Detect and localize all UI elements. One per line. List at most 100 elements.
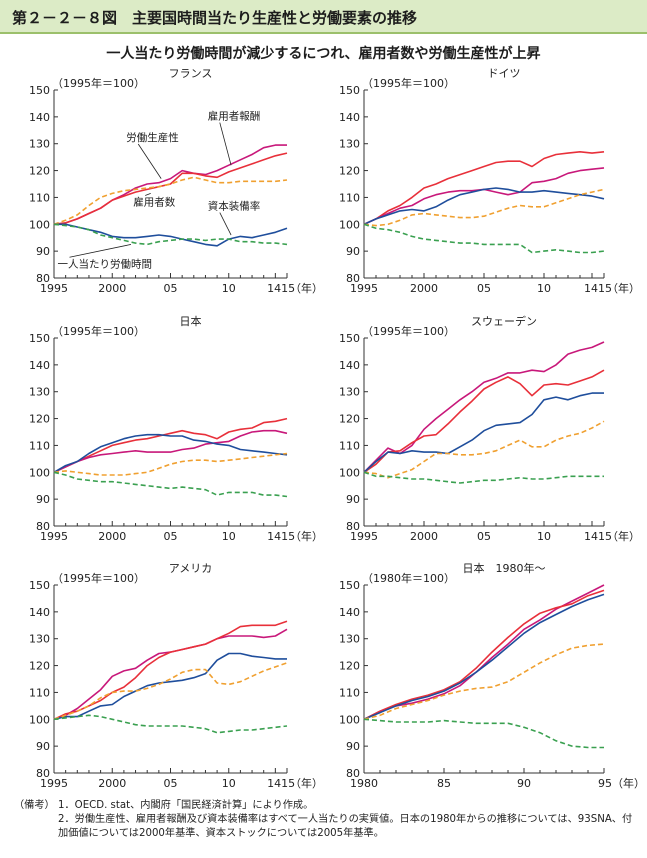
y-tick-label: 110 xyxy=(29,686,50,699)
x-tick-label: 2000 xyxy=(98,777,126,790)
x-tick-label: 1980 xyxy=(350,777,378,790)
series-capital_ratio xyxy=(54,223,288,247)
y-tick-label: 100 xyxy=(339,466,360,479)
y-tick-label: 110 xyxy=(339,686,360,699)
chart-japan: 日本 （1995年＝100） 80 90 100 110 120 130 140 150 1995 2… xyxy=(29,314,323,543)
series-hours xyxy=(53,223,288,246)
x-tick-label: 05 xyxy=(164,530,178,543)
unit-label: （1995年＝100） xyxy=(362,76,455,90)
x-tick-label: 2000 xyxy=(410,530,438,543)
y-tick-label: 120 xyxy=(29,660,50,673)
y-tick-label: 80 xyxy=(36,520,50,533)
y-tick-label: 130 xyxy=(29,633,50,646)
annotation-arrow xyxy=(69,244,131,258)
unit-label: （1980年＝100） xyxy=(362,571,455,585)
annotation-label: 資本装備率 xyxy=(208,200,261,213)
series-labor_productivity xyxy=(363,589,605,721)
series-compensation xyxy=(363,341,605,473)
y-tick-label: 130 xyxy=(29,138,50,151)
y-tick-label: 150 xyxy=(29,332,50,345)
annotation-label: 雇用者報酬 xyxy=(208,110,261,123)
x-tick-label: 1995 xyxy=(350,282,378,295)
x-tick-label: 05 xyxy=(477,282,491,295)
series-employees xyxy=(363,188,605,227)
series-capital_ratio xyxy=(53,433,288,473)
series-hours xyxy=(53,714,288,734)
y-tick-label: 140 xyxy=(29,606,50,619)
series-employees xyxy=(53,662,288,721)
x-tick-label: 1995 xyxy=(40,530,68,543)
annotation-arrow xyxy=(137,143,162,179)
y-tick-label: 100 xyxy=(339,218,360,231)
y-tick-label: 90 xyxy=(346,740,360,753)
series-employees xyxy=(363,643,605,721)
y-tick-label: 100 xyxy=(29,218,50,231)
y-tick-label: 150 xyxy=(29,84,50,97)
series-labor_productivity xyxy=(53,152,288,226)
x-tick-label: 1415 xyxy=(267,777,295,790)
annotation-arrow xyxy=(219,212,232,236)
chart-title: 日本 xyxy=(180,314,202,328)
y-tick-label: 90 xyxy=(346,245,360,258)
chart-title: アメリカ xyxy=(169,562,212,575)
y-tick-label: 130 xyxy=(339,633,360,646)
x-tick-label: （年） xyxy=(290,281,323,295)
annotation-label: 労働生産性 xyxy=(126,131,179,144)
annotation-label: 雇用者数 xyxy=(133,195,175,208)
x-tick-label: 10 xyxy=(222,530,236,543)
x-tick-label: 1415 xyxy=(267,282,295,295)
note-text-2: 2．労働生産性、雇用者報酬及び資本装備率はすべて一人当たりの実質値。日本の198… xyxy=(58,814,633,839)
y-tick-label: 140 xyxy=(339,111,360,124)
chart-japan1980: 日本 1980年～ （1980年＝100） 80 90 100 110 120 130 140 1… xyxy=(339,561,645,790)
unit-label: （1995年＝100） xyxy=(52,324,145,338)
x-tick-label: 05 xyxy=(164,282,178,295)
chart-title: 日本 1980年～ xyxy=(463,561,546,575)
notes-label: （備考） xyxy=(14,800,55,811)
x-tick-label: 2000 xyxy=(98,282,126,295)
series-hours xyxy=(363,718,604,749)
x-tick-label: 95（年） xyxy=(598,776,645,790)
y-tick-label: 150 xyxy=(29,579,50,592)
y-tick-label: 120 xyxy=(29,413,50,426)
x-tick-label: 2000 xyxy=(410,282,438,295)
chart-france: フランス （1995年＝100） 80 90 100 110 120 130 140 150 199… xyxy=(29,67,323,295)
y-tick-label: 140 xyxy=(339,606,360,619)
series-capital_ratio xyxy=(53,652,287,721)
x-tick-label: （年） xyxy=(607,529,640,543)
x-tick-label: （年） xyxy=(290,776,323,790)
annotation-arrow xyxy=(145,193,151,196)
y-tick-label: 90 xyxy=(36,245,50,258)
x-tick-label: 10 xyxy=(537,282,551,295)
y-tick-label: 90 xyxy=(346,493,360,506)
y-tick-label: 110 xyxy=(339,191,360,204)
x-tick-label: 10 xyxy=(537,530,551,543)
x-tick-label: 85 xyxy=(437,777,451,790)
x-tick-label: 1415 xyxy=(584,282,612,295)
chart-germany: ドイツ （1995年＝100） 80 90 100 110 120 130 140 150 1995… xyxy=(339,67,640,295)
series-employees xyxy=(363,420,605,479)
x-tick-label: 05 xyxy=(164,777,178,790)
series-capital_ratio xyxy=(363,392,604,473)
note-text-1: 1．OECD. stat、内閣府「国民経済計算」により作成。 xyxy=(58,800,314,811)
y-tick-label: 80 xyxy=(36,767,50,780)
y-tick-label: 130 xyxy=(339,386,360,399)
figure-title: 第２－２－８図 主要国時間当たり生産性と労働要素の推移 xyxy=(12,9,418,27)
series-hours xyxy=(363,223,605,254)
y-tick-label: 80 xyxy=(346,272,360,285)
series-capital_ratio xyxy=(363,187,605,226)
figure-title-bar: 第２－２－８図 主要国時間当たり生産性と労働要素の推移 xyxy=(0,0,647,34)
note-item-2: 2．労働生産性、雇用者報酬及び資本装備率はすべて一人当たりの実質値。日本の198… xyxy=(14,813,639,841)
notes: （備考） 1．OECD. stat、内閣府「国民経済計算」により作成。 2．労働… xyxy=(14,799,639,841)
y-tick-label: 100 xyxy=(29,466,50,479)
note-item-1: （備考） 1．OECD. stat、内閣府「国民経済計算」により作成。 xyxy=(14,799,639,813)
chart-title: フランス xyxy=(169,67,213,80)
y-tick-label: 150 xyxy=(339,84,360,97)
y-tick-label: 90 xyxy=(36,740,50,753)
y-tick-label: 110 xyxy=(339,439,360,452)
x-tick-label: 1995 xyxy=(350,530,378,543)
chart-usa: アメリカ （1995年＝100） 80 90 100 110 120 130 140 150 199… xyxy=(29,562,323,790)
y-tick-label: 130 xyxy=(339,138,360,151)
y-tick-label: 80 xyxy=(346,767,360,780)
x-tick-label: 1415 xyxy=(584,530,612,543)
chart-sweden: スウェーデン （1995年＝100） 80 90 100 110 120 130 140 150 1… xyxy=(339,314,640,543)
